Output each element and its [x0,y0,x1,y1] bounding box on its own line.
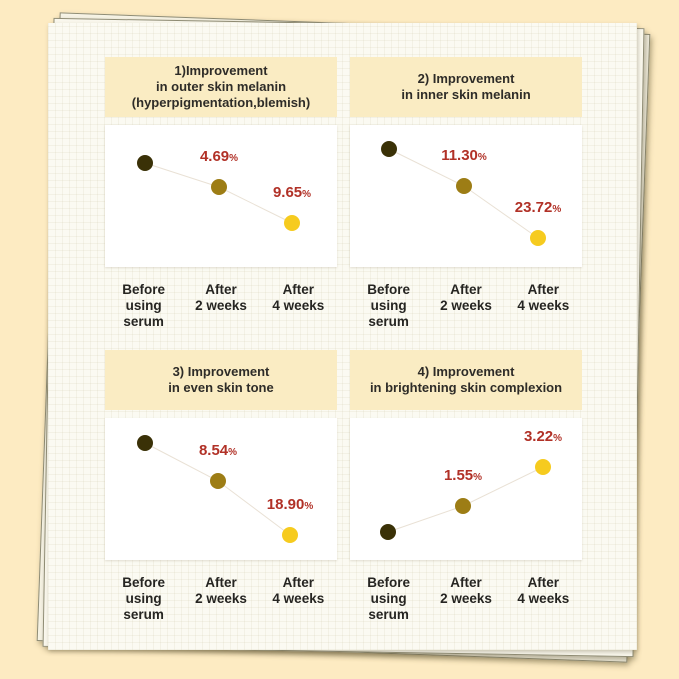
x-axis-label: After 4 weeks [272,282,325,313]
chart-area: 1.55% 3.22% [350,418,582,560]
improvement-panel: 4) Improvement in brightening skin compl… [350,350,582,631]
panel-title: 1)Improvement in outer skin melanin (hyp… [105,57,337,117]
data-point [284,215,300,231]
data-point [380,524,396,540]
x-axis-labels: Before using serum After 2 weeks After 4 w… [105,575,337,623]
percent-label: 18.90% [267,496,314,513]
panel-title: 2) Improvement in inner skin melanin [350,57,582,117]
trend-chart: 8.54% 18.90% [137,435,314,543]
data-point [381,141,397,157]
x-axis-label: After 4 weeks [517,282,570,313]
improvement-panel: 3) Improvement in even skin tone 8.54% 18… [105,350,337,631]
chart-area: 11.30% 23.72% [350,125,582,267]
percent-label: 23.72% [515,199,562,216]
improvement-panel: 2) Improvement in inner skin melanin 11.… [350,57,582,338]
data-point [535,459,551,475]
data-point [456,178,472,194]
percent-label: 11.30% [441,147,487,164]
x-axis-label: Before using serum [122,575,166,622]
chart-area: 8.54% 18.90% [105,418,337,560]
data-point [211,179,227,195]
trend-chart: 1.55% 3.22% [380,428,562,540]
percent-label: 9.65% [273,184,311,201]
percent-label: 4.69% [200,148,238,165]
chart-area: 4.69% 9.65% [105,125,337,267]
x-axis-label: Before using serum [122,282,166,329]
x-axis-label: After 2 weeks [440,575,492,606]
data-point [210,473,226,489]
improvement-panel: 1)Improvement in outer skin melanin (hyp… [105,57,337,338]
x-axis-labels: Before using serum After 2 weeks After 4 w… [105,282,337,330]
trend-chart: 11.30% 23.72% [381,141,562,246]
percent-label: 1.55% [444,467,482,484]
trend-chart: 4.69% 9.65% [137,148,311,231]
x-axis-labels: Before using serum After 2 weeks After 4 w… [350,575,582,623]
panel-title: 4) Improvement in brightening skin compl… [350,350,582,410]
x-axis-label: After 4 weeks [272,575,325,606]
percent-label: 8.54% [199,442,237,459]
x-axis-label: After 2 weeks [195,575,247,606]
x-axis-label: After 2 weeks [440,282,492,313]
x-axis-label: After 2 weeks [195,282,247,313]
data-point [455,498,471,514]
percent-label: 3.22% [524,428,562,445]
x-axis-label: After 4 weeks [517,575,570,606]
x-axis-label: Before using serum [367,282,411,329]
paper-sheet-front: 1)Improvement in outer skin melanin (hyp… [48,23,637,650]
data-point [282,527,298,543]
x-axis-labels: Before using serum After 2 weeks After 4 w… [350,282,582,330]
panel-title: 3) Improvement in even skin tone [105,350,337,410]
panels-grid: 1)Improvement in outer skin melanin (hyp… [105,57,582,631]
data-point [137,435,153,451]
data-point [137,155,153,171]
data-point [530,230,546,246]
x-axis-label: Before using serum [367,575,411,622]
